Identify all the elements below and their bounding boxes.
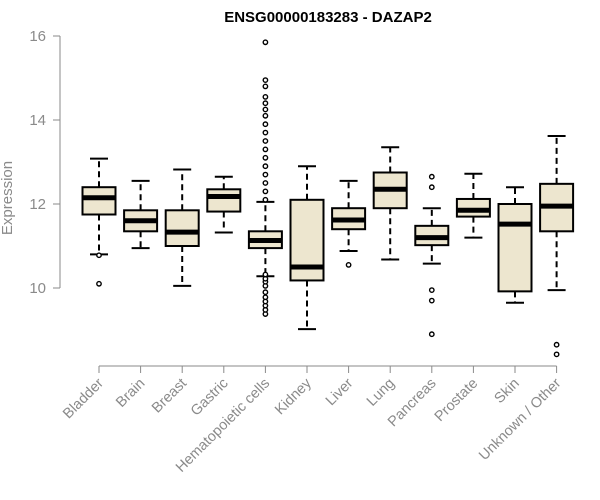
box-iqr (497, 203, 533, 293)
outlier-point (262, 196, 269, 203)
outlier-point (553, 341, 560, 348)
outlier-point (553, 351, 560, 358)
outlier-point (262, 39, 269, 46)
outlier-point (262, 163, 269, 170)
outlier-point (262, 294, 269, 301)
outlier-point (262, 129, 269, 136)
outlier-point (262, 106, 269, 113)
y-axis: 10 12 14 16 (29, 28, 61, 297)
outlier-point (262, 171, 269, 178)
outlier-point (345, 261, 352, 268)
outlier-point (262, 83, 269, 90)
outlier-point (262, 121, 269, 128)
box-group (455, 172, 491, 239)
box-series (81, 39, 575, 358)
x-tick-label: Kidney (272, 375, 315, 418)
box-iqr (455, 197, 491, 218)
y-tick-label: 16 (29, 28, 46, 45)
outlier-point (262, 138, 269, 144)
chart-title: ENSG00000183283 - DAZAP2 (224, 9, 432, 26)
box-iqr (164, 209, 200, 248)
outlier-point (262, 94, 269, 100)
box-group (164, 168, 200, 287)
box-group (331, 179, 367, 268)
y-axis-label: Expression (0, 161, 16, 235)
outlier-point (428, 173, 435, 180)
box-group (81, 157, 117, 287)
box-group (539, 134, 575, 358)
x-tick-label: Brain (113, 376, 148, 411)
box-group (289, 165, 325, 331)
x-tick-label: Breast (149, 376, 190, 417)
outlier-point (96, 280, 102, 287)
x-tick-label: Prostate (432, 376, 481, 425)
outlier-point (428, 184, 435, 191)
y-tick-label: 12 (29, 196, 46, 213)
box-iqr (206, 188, 242, 213)
outlier-point (262, 100, 269, 107)
outlier-point (262, 154, 269, 161)
outlier-point (428, 287, 435, 293)
y-tick-label: 10 (29, 280, 46, 297)
box-group (206, 175, 242, 234)
box-group (247, 39, 283, 317)
outlier-point (262, 289, 269, 296)
outlier-point (96, 252, 102, 259)
box-group (497, 186, 533, 304)
box-group (414, 173, 450, 338)
outlier-point (428, 331, 435, 338)
outlier-point (262, 112, 269, 119)
x-tick-label: Lung (364, 376, 398, 410)
box-group (372, 146, 408, 261)
box-group (123, 179, 159, 250)
box-iqr (81, 186, 117, 216)
outlier-point (262, 77, 269, 84)
x-tick-label: Bladder (60, 375, 107, 422)
outlier-point (262, 180, 269, 186)
x-tick-label: Liver (323, 375, 357, 409)
x-tick-label: Skin (492, 376, 523, 407)
outlier-point (262, 271, 269, 278)
outlier-point (262, 188, 269, 195)
outlier-point (262, 146, 269, 153)
y-tick-label: 14 (29, 112, 46, 129)
outlier-point (428, 297, 435, 304)
